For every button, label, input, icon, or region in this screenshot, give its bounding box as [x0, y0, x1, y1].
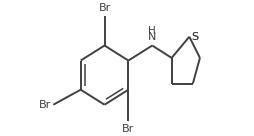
Text: S: S	[191, 32, 198, 42]
Text: N: N	[148, 32, 156, 42]
Text: H: H	[148, 26, 155, 36]
Text: Br: Br	[38, 100, 51, 110]
Text: Br: Br	[122, 124, 134, 134]
Text: Br: Br	[98, 3, 110, 13]
Text: S: S	[191, 32, 198, 42]
